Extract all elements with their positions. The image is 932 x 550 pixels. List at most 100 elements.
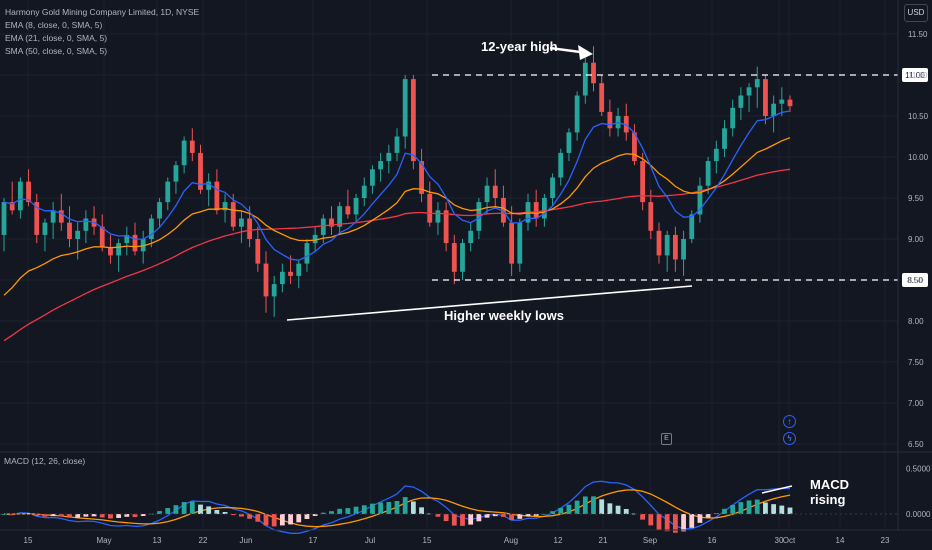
macd-histogram-bar bbox=[722, 508, 727, 515]
time-tick-label: Sep bbox=[643, 536, 658, 545]
price-tick-label: 8.00 bbox=[908, 317, 924, 326]
sma50-legend: SMA (50, close, 0, SMA, 5) bbox=[5, 46, 108, 56]
candle-body bbox=[165, 181, 171, 203]
candle-body bbox=[279, 271, 285, 285]
earnings-event-icon[interactable]: E bbox=[661, 433, 672, 445]
candle-body bbox=[779, 99, 785, 104]
candle-body bbox=[337, 206, 343, 227]
price-tick-label: 8.50 bbox=[908, 276, 924, 285]
dividend-event-icon[interactable]: ↑ bbox=[783, 415, 796, 428]
ema8-legend: EMA (8, close, 0, SMA, 5) bbox=[5, 20, 103, 30]
candle-body bbox=[378, 161, 384, 170]
macd-histogram-bar bbox=[386, 501, 392, 515]
price-badge bbox=[902, 68, 928, 82]
candle-body bbox=[476, 202, 482, 231]
macd-histogram-bar bbox=[664, 514, 670, 532]
candle-body bbox=[591, 62, 596, 84]
macd-histogram-bar bbox=[83, 514, 89, 517]
price-tick-label: 9.50 bbox=[908, 194, 924, 203]
macd-histogram-bar bbox=[484, 514, 490, 518]
macd-histogram-bar bbox=[1, 514, 7, 515]
candle-body bbox=[754, 79, 760, 88]
candle-body bbox=[410, 79, 416, 162]
macd-histogram-bar bbox=[771, 504, 777, 515]
macd-histogram-bar bbox=[222, 511, 228, 515]
macd-histogram-bar bbox=[738, 502, 744, 515]
time-tick-label: 12 bbox=[554, 536, 563, 545]
macd-histogram-bar bbox=[435, 514, 441, 517]
macd-histogram-bar bbox=[214, 510, 220, 515]
time-tick-label: 13 bbox=[153, 536, 162, 545]
annotation-shapes bbox=[286, 45, 793, 494]
candle-body bbox=[26, 181, 31, 203]
candle-body bbox=[181, 140, 187, 166]
candle-body bbox=[50, 210, 56, 223]
candle-body bbox=[648, 202, 654, 231]
macd-histogram-bar bbox=[345, 508, 351, 515]
time-tick-label: 17 bbox=[309, 536, 318, 545]
candle-body bbox=[255, 239, 261, 264]
candle-body bbox=[394, 136, 400, 153]
macd-histogram-bar bbox=[501, 514, 506, 517]
macd-histogram-bar bbox=[140, 514, 146, 516]
macd-histogram-bar bbox=[623, 509, 629, 515]
annotation-macd-line2: rising bbox=[810, 492, 846, 507]
macd-legend: MACD (12, 26, close) bbox=[4, 456, 86, 466]
candle-body bbox=[34, 202, 40, 235]
macd-histogram-bar bbox=[763, 502, 768, 515]
macd-histogram-bar bbox=[599, 499, 605, 515]
candle-body bbox=[206, 181, 212, 190]
macd-histogram-bar bbox=[320, 512, 326, 515]
candle-body bbox=[140, 239, 146, 252]
macd-histogram-bar bbox=[476, 514, 482, 522]
candle-body bbox=[656, 230, 662, 256]
macd-histogram-bar bbox=[9, 514, 15, 515]
macd-histogram-bar bbox=[255, 514, 261, 522]
time-tick-label: Jul bbox=[365, 536, 375, 545]
macd-histogram-bar bbox=[443, 514, 449, 522]
price-badge-label: 11.00 bbox=[905, 71, 925, 80]
time-tick-label: 16 bbox=[708, 536, 717, 545]
macd-tick-label: 0.5000 bbox=[906, 464, 931, 473]
candle-body bbox=[9, 202, 15, 211]
candle-body bbox=[689, 214, 695, 239]
macd-histogram-bar bbox=[329, 511, 334, 515]
candle-body bbox=[713, 148, 719, 162]
macd-histogram-bar bbox=[42, 514, 48, 517]
macd-histogram-bar bbox=[279, 514, 285, 526]
currency-button[interactable]: USD bbox=[904, 4, 928, 22]
candle-body bbox=[632, 132, 637, 162]
annotation-arrow-shaft bbox=[549, 46, 581, 54]
macd-histogram-bar bbox=[525, 514, 531, 517]
macd-histogram-bar bbox=[271, 514, 277, 527]
candle-body bbox=[1, 202, 7, 235]
macd-histogram-bar bbox=[656, 514, 662, 531]
macd-histogram-bar bbox=[116, 514, 122, 518]
macd-histogram-bar bbox=[67, 514, 72, 518]
macd-histogram-bar bbox=[75, 514, 81, 518]
macd-histogram-bar bbox=[370, 503, 375, 515]
macd-histogram-bar bbox=[640, 514, 646, 520]
candle-body bbox=[173, 165, 179, 182]
time-tick-label: 21 bbox=[599, 536, 608, 545]
candle-body bbox=[419, 161, 424, 194]
macd-histogram-bar bbox=[451, 514, 457, 526]
candle-body bbox=[484, 185, 490, 203]
candle-body bbox=[672, 234, 678, 260]
annotation-macd-line1: MACD bbox=[810, 477, 849, 492]
candle-body bbox=[492, 185, 498, 198]
candle-body bbox=[722, 128, 727, 149]
candle-body bbox=[288, 271, 293, 276]
price-tick-label: 11.50 bbox=[908, 30, 928, 39]
split-event-icon[interactable]: ϟ bbox=[783, 432, 796, 445]
macd-histogram-bar bbox=[288, 514, 293, 525]
sma50-line bbox=[3, 168, 791, 342]
macd-histogram-bar bbox=[263, 514, 269, 526]
candle-body bbox=[501, 198, 506, 223]
candle-body bbox=[451, 243, 457, 272]
time-tick-label: 30 bbox=[775, 536, 784, 545]
macd-histogram-bar bbox=[181, 502, 187, 515]
macd-histogram-bar bbox=[582, 496, 588, 515]
